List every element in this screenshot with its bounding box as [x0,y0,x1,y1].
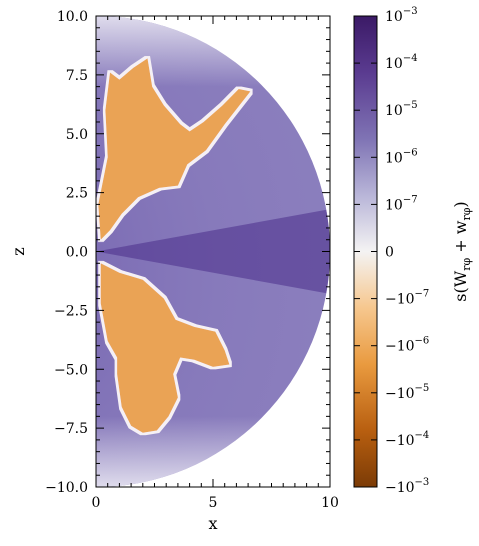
y-tick-label: 5.0 [66,127,88,143]
colorbar-tick-label: −10−5 [385,383,429,402]
colorbar: 10−3 10−4 10−5 10−6 10−7 0 −10−7 −10−6 −10−5 −10−… [353,6,473,496]
y-axis-label: z [9,247,28,255]
colorbar-tick-label: 0 [385,245,394,261]
colorbar-tick-label: −10−3 [385,477,429,496]
y-tick-label: 7.5 [66,68,88,84]
x-tick-label: 0 [92,495,101,511]
colorbar-tick-label: 10−4 [385,53,418,72]
y-tick-label: −7.5 [54,421,88,437]
y-tick-label: −2.5 [54,303,88,319]
colorbar-tick-label: 10−7 [385,194,418,213]
y-tick-label: 0.0 [66,245,88,261]
x-axis-label: x [208,514,217,533]
x-tick-label: 10 [321,495,339,511]
colorbar-tick-label: −10−7 [385,289,429,308]
colorbar-tick-label: −10−6 [385,336,429,355]
negative-lower-lobe [100,263,230,433]
polar-light-bottom [96,416,330,487]
y-tick-label: −5.0 [54,362,88,378]
y-tick-label: −10.0 [45,480,88,496]
equatorial-high-region [96,209,330,294]
colorbar-tick-label: −10−4 [385,430,429,449]
colorbar-tick-label: 10−5 [385,100,418,119]
x-tick-label: 5 [209,495,218,511]
colorbar-tick-label: 10−6 [385,147,418,166]
y-tick-label: 2.5 [66,186,88,202]
colorbar-tick-label: 10−3 [385,6,418,25]
colorbar-label: s(Wrφ + wrφ) [451,201,473,301]
negative-upper-lobe [98,58,251,240]
y-tick-label: 10.0 [57,9,88,25]
axes: 0 5 10 10.0 7.5 5.0 2.5 0.0 −2.5 −5.0 −7.5 −10.0 x z [9,9,339,533]
